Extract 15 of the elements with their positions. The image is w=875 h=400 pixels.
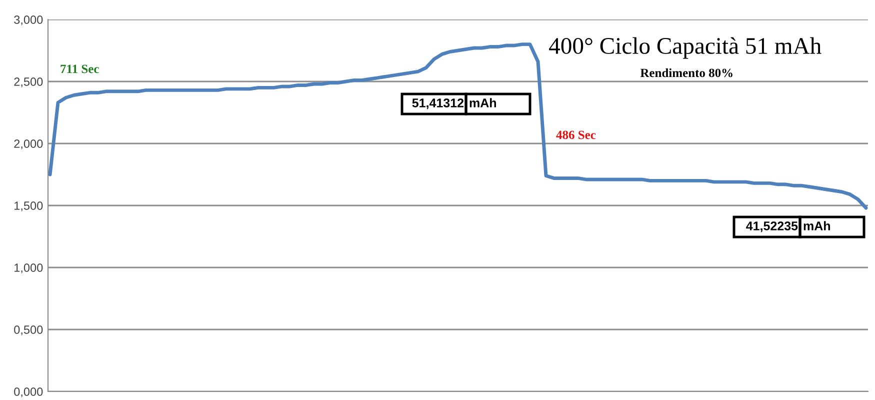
y-tick-label: 2,500: [14, 78, 43, 88]
y-tick-label: 1,000: [14, 264, 43, 274]
y-tick-label: 1,500: [14, 202, 43, 212]
annotation: 51,41312: [412, 98, 464, 110]
y-tick-label: 2,000: [14, 140, 43, 150]
annotation: 486 Sec: [556, 130, 596, 140]
text: Rendimento 80%: [640, 68, 732, 78]
annotation: mAh: [804, 221, 830, 230]
y-tick-label: 0,000: [14, 388, 43, 398]
annotation: 41,52235: [746, 222, 798, 232]
annotation: mAh: [470, 98, 496, 108]
text: 400° Ciclo Capacità 51 mAh: [549, 37, 822, 59]
y-tick-label: 0,500: [14, 326, 43, 336]
y-tick-label: 3,000: [14, 16, 43, 26]
annotation: 711 Sec: [60, 64, 99, 74]
